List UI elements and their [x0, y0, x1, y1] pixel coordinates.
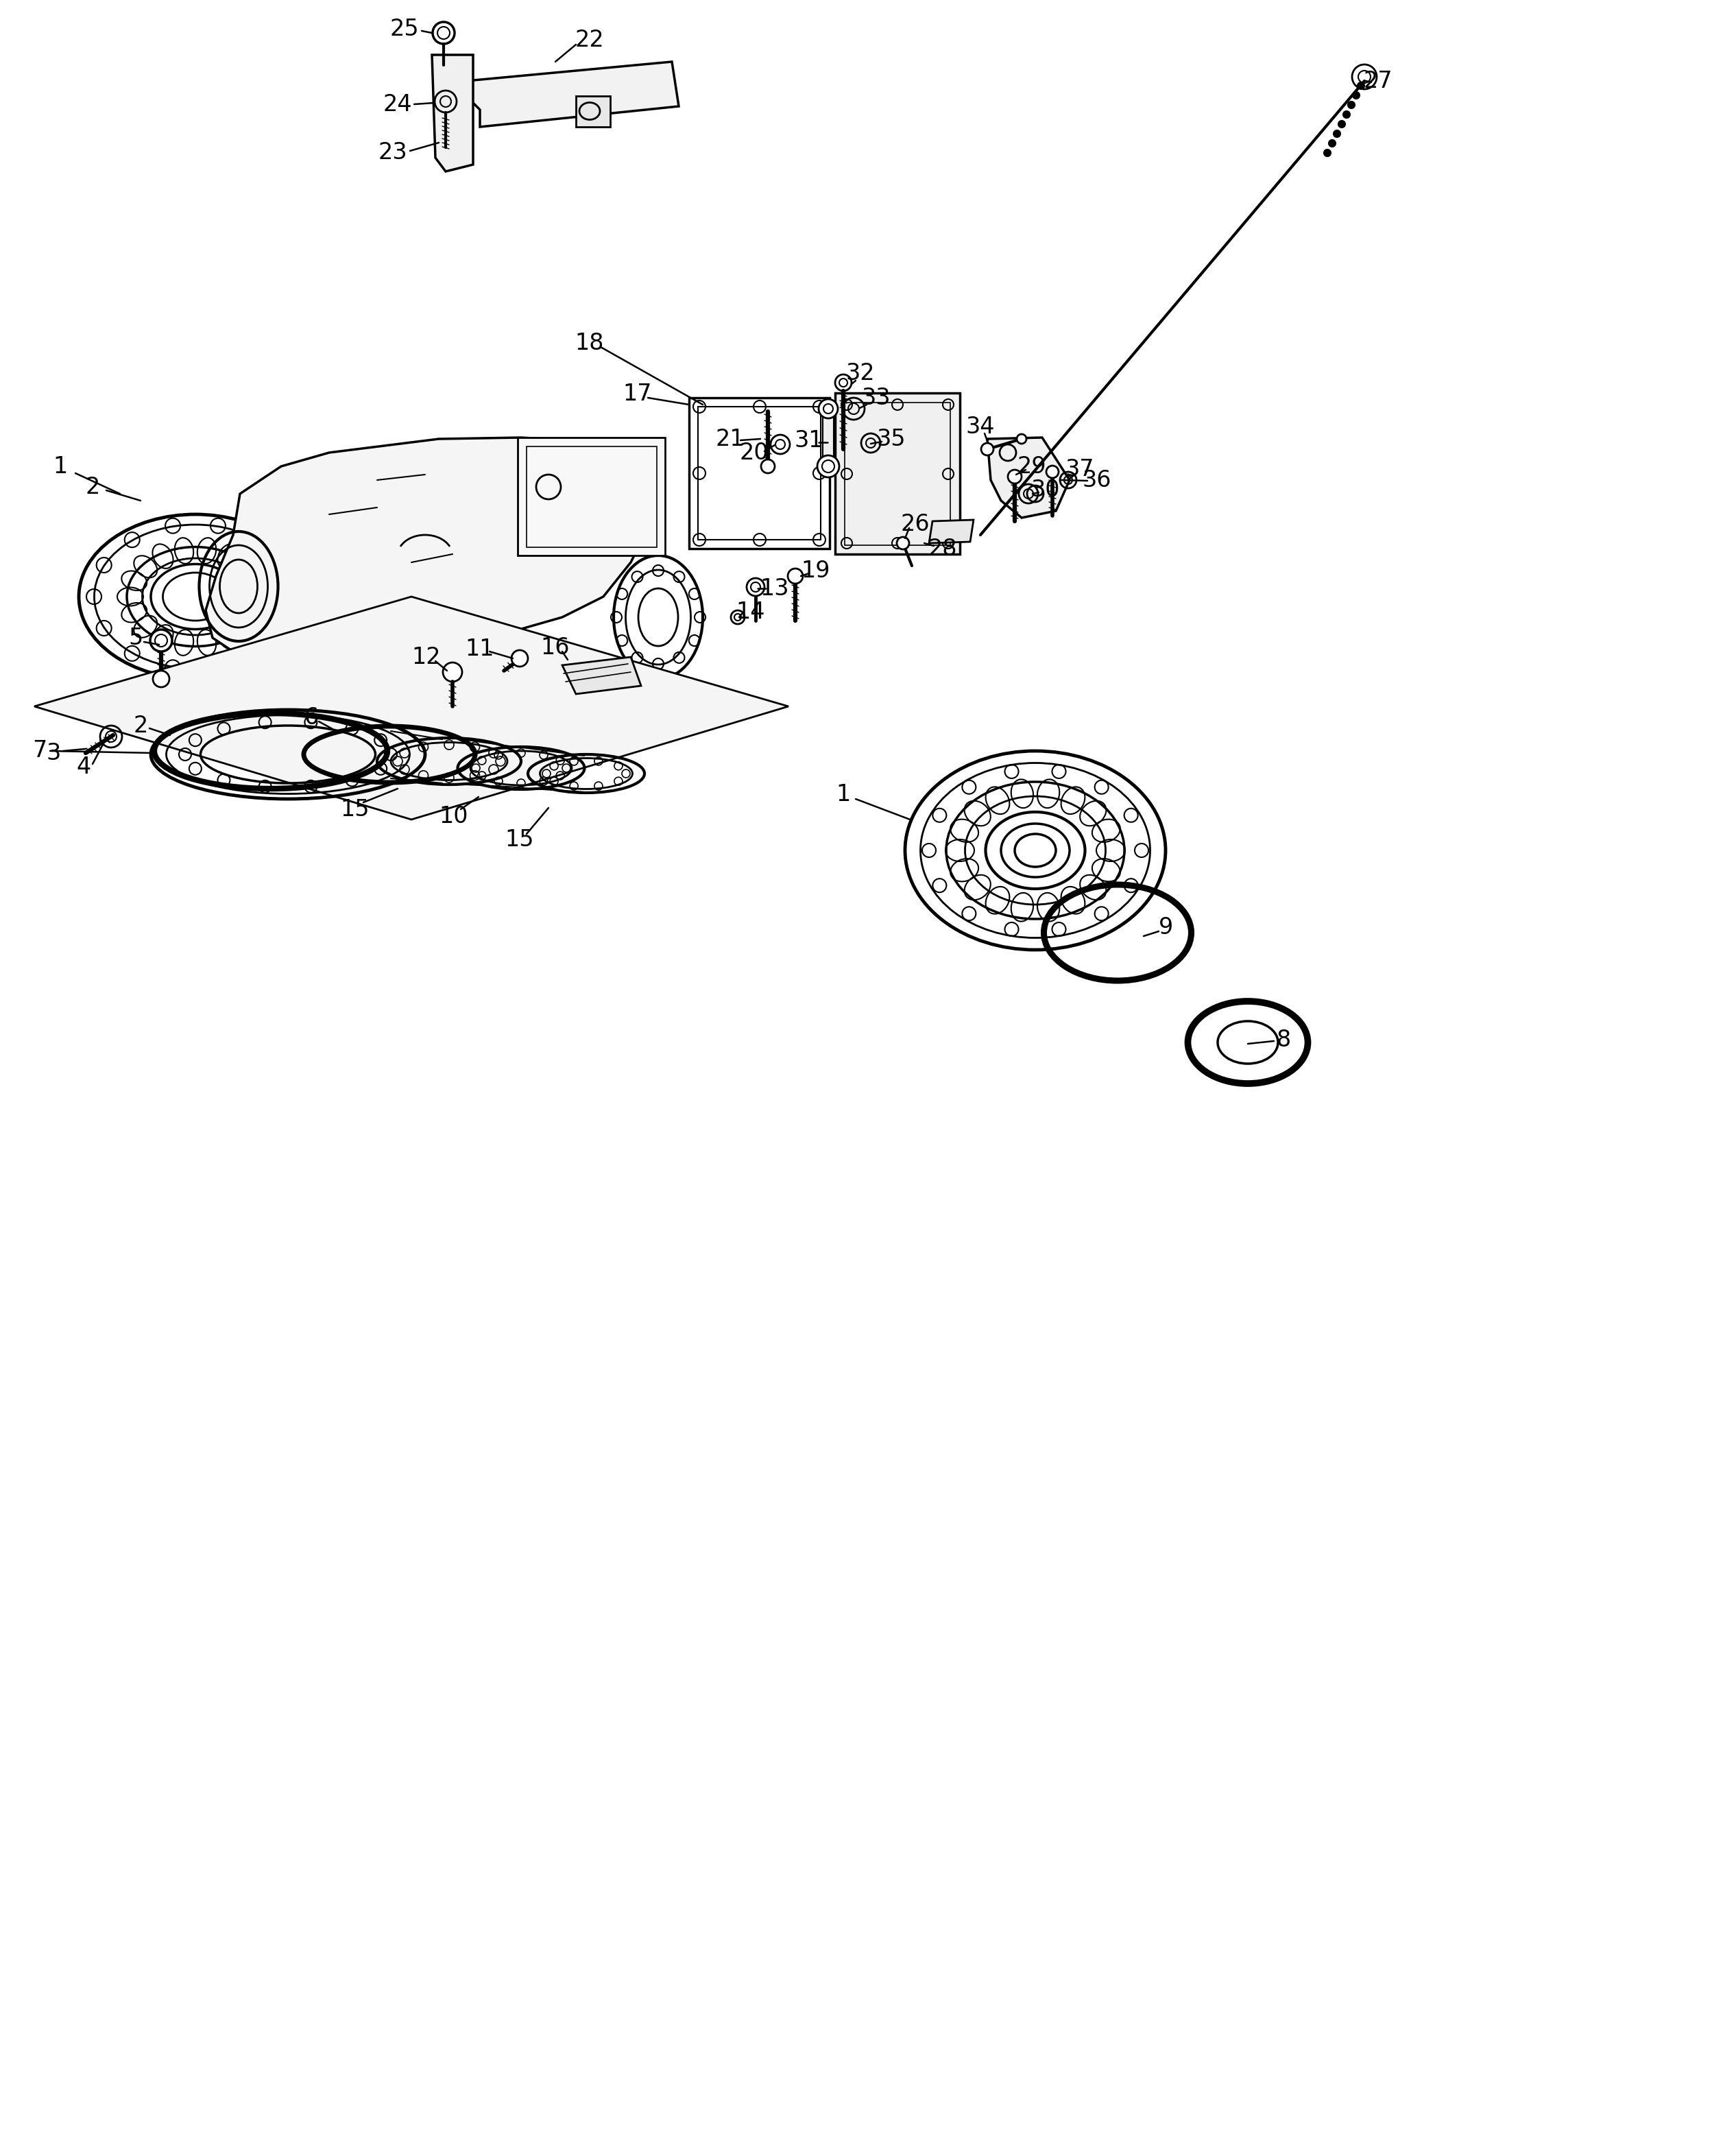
Text: 13: 13 [760, 578, 790, 599]
Circle shape [788, 569, 802, 584]
Circle shape [898, 537, 910, 550]
Text: 22: 22 [575, 28, 604, 51]
Circle shape [1009, 471, 1021, 483]
Text: 12: 12 [411, 646, 441, 667]
Text: 35: 35 [877, 428, 906, 449]
Text: 5: 5 [128, 627, 142, 648]
Text: 30: 30 [1031, 479, 1061, 503]
Text: 37: 37 [1066, 458, 1094, 481]
Circle shape [1358, 81, 1364, 90]
Text: 14: 14 [736, 601, 766, 622]
Circle shape [818, 456, 838, 477]
Text: 28: 28 [929, 537, 957, 560]
Polygon shape [562, 657, 641, 693]
Text: 2: 2 [134, 714, 148, 738]
Circle shape [443, 663, 462, 682]
Circle shape [1347, 101, 1354, 109]
Text: 17: 17 [623, 383, 653, 406]
Text: 31: 31 [795, 430, 823, 451]
Circle shape [1047, 466, 1059, 477]
Polygon shape [517, 438, 665, 556]
Polygon shape [467, 62, 679, 126]
Circle shape [1352, 92, 1359, 98]
Text: 36: 36 [1083, 468, 1111, 492]
Text: 32: 32 [845, 361, 875, 385]
Circle shape [512, 650, 528, 667]
Text: 26: 26 [901, 513, 930, 537]
Polygon shape [576, 96, 611, 126]
Circle shape [1325, 150, 1332, 156]
Text: 3: 3 [47, 742, 61, 764]
Text: 34: 34 [965, 415, 995, 438]
Circle shape [1017, 434, 1026, 443]
Text: 33: 33 [861, 387, 891, 409]
Circle shape [1338, 120, 1345, 128]
Text: 10: 10 [439, 804, 469, 828]
Text: 20: 20 [740, 441, 769, 464]
Text: 23: 23 [378, 141, 408, 163]
Text: 21: 21 [715, 428, 745, 449]
Circle shape [149, 629, 172, 652]
Circle shape [981, 443, 993, 456]
Polygon shape [835, 394, 960, 554]
Text: 11: 11 [465, 637, 495, 661]
Polygon shape [988, 438, 1069, 518]
Text: 25: 25 [391, 17, 418, 41]
Text: 2: 2 [85, 475, 101, 498]
Text: 24: 24 [384, 92, 411, 116]
Circle shape [819, 400, 838, 419]
Text: 9: 9 [1158, 915, 1174, 939]
Polygon shape [929, 520, 974, 543]
Text: 16: 16 [542, 635, 569, 659]
Polygon shape [205, 438, 658, 652]
Text: 15: 15 [340, 798, 370, 821]
Text: 29: 29 [1017, 456, 1047, 477]
Text: 6: 6 [304, 706, 319, 729]
Text: 27: 27 [1363, 71, 1392, 92]
Text: 18: 18 [575, 332, 604, 355]
Text: 7: 7 [33, 740, 47, 761]
Circle shape [760, 460, 774, 473]
Text: 19: 19 [802, 558, 830, 582]
Text: 15: 15 [505, 828, 535, 851]
Polygon shape [432, 56, 474, 171]
Circle shape [1344, 111, 1351, 118]
Polygon shape [35, 597, 788, 819]
Text: 1: 1 [837, 783, 851, 806]
Circle shape [1328, 139, 1335, 148]
Text: 1: 1 [54, 456, 68, 477]
Circle shape [1333, 130, 1340, 137]
Circle shape [153, 672, 170, 687]
Text: 4: 4 [76, 755, 90, 779]
Text: 8: 8 [1276, 1029, 1292, 1050]
